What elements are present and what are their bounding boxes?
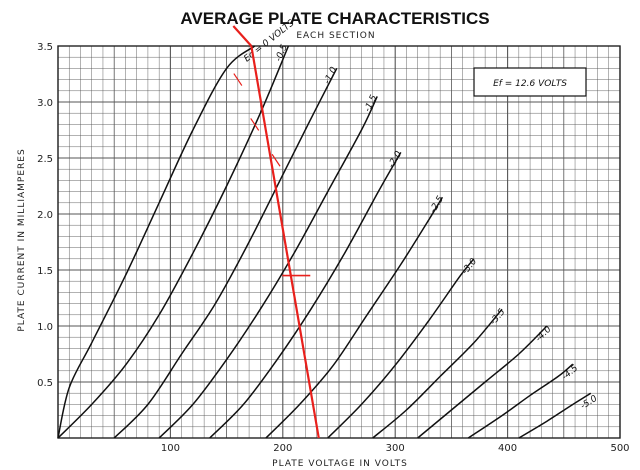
x-tick-label: 100 [161, 443, 180, 454]
plot-frame [57, 45, 621, 439]
y-axis-label: PLATE CURRENT IN MILLIAMPERES [17, 148, 27, 331]
chart-grid [57, 45, 621, 439]
curve-label-10: -5.0 [579, 394, 599, 412]
grid-bias-curve-5 [265, 196, 444, 439]
filament-voltage-label: Ef = 12.6 VOLTS [493, 79, 567, 89]
chart-subtitle: EACH SECTION [296, 31, 375, 41]
chart-axes: 100 200 300 400 500 0.5 1.0 1.5 2.0 2.5 3.0 3.5 [37, 42, 629, 454]
grid-bias-curve-6 [327, 258, 475, 439]
x-tick-label: 400 [498, 443, 517, 454]
curve-label-9: -4.5 [560, 363, 580, 382]
load-line [250, 45, 320, 439]
red-tick-mark-1 [250, 118, 260, 131]
x-tick-label: 500 [610, 443, 629, 454]
red-tick-mark-0 [233, 73, 243, 86]
curve-label-7: -3.5 [489, 307, 508, 327]
filament-voltage-box: Ef = 12.6 VOLTS [473, 67, 587, 97]
grid-bias-curve-10 [518, 392, 592, 439]
chart-title: AVERAGE PLATE CHARACTERISTICS [180, 9, 489, 28]
x-tick-label: 300 [386, 443, 405, 454]
red-tick-mark-2 [271, 153, 281, 167]
grid-bias-curve-1 [57, 45, 290, 439]
curve-label-4: -2.0 [387, 149, 405, 169]
y-tick-label: 1.0 [37, 322, 53, 333]
y-tick-label: 3.0 [37, 98, 53, 109]
y-tick-label: 1.5 [37, 266, 53, 277]
grid-bias-curve-2 [113, 68, 338, 439]
y-tick-label: 0.5 [37, 378, 53, 389]
grid-bias-curve-4 [209, 152, 402, 439]
curve-label-8: -4.0 [534, 324, 554, 344]
y-tick-label: 3.5 [37, 42, 53, 53]
load-line-extension [232, 25, 253, 47]
curve-label-5: -2.5 [428, 194, 446, 214]
y-tick-label: 2.5 [37, 154, 53, 165]
grid-bias-curve-3 [158, 96, 378, 439]
chart-overlay [232, 25, 320, 439]
x-axis-label: PLATE VOLTAGE IN VOLTS [272, 459, 408, 469]
grid-bias-curve-0 [57, 45, 256, 439]
x-tick-label: 200 [273, 443, 292, 454]
grid-bias-curve-7 [372, 308, 503, 439]
grid-bias-curve-8 [417, 325, 548, 439]
grid-bias-curve-9 [467, 363, 574, 439]
curve-label-6: -3.0 [460, 257, 479, 277]
y-tick-label: 2.0 [37, 210, 53, 221]
